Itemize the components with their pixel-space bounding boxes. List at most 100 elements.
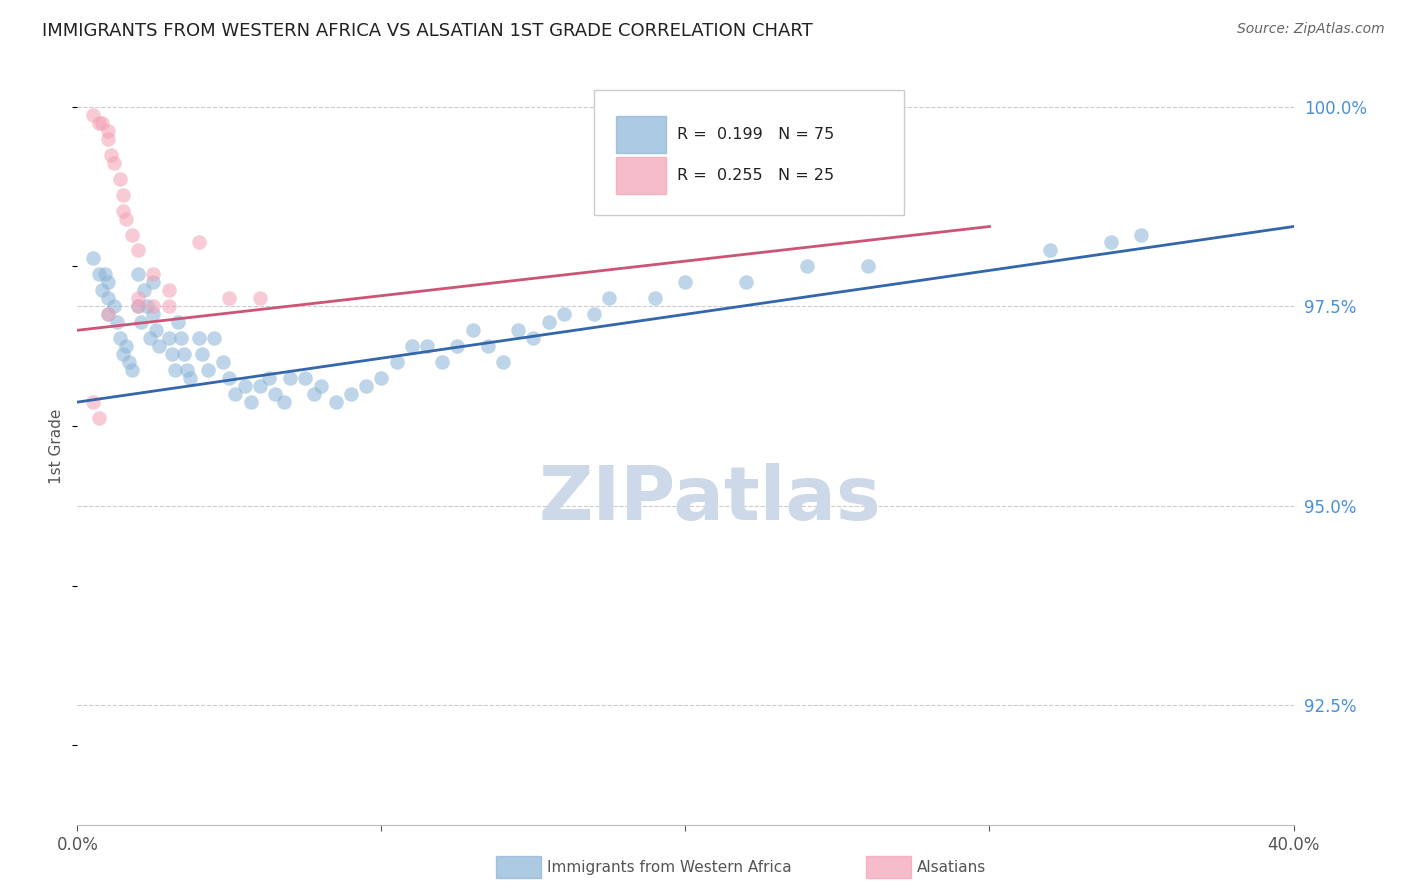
Point bbox=[129, 315, 152, 329]
Point bbox=[735, 276, 758, 290]
Point bbox=[90, 116, 112, 130]
Point bbox=[354, 379, 377, 393]
Point bbox=[273, 395, 295, 409]
Point bbox=[675, 276, 697, 290]
Point bbox=[90, 284, 112, 298]
Point bbox=[93, 268, 115, 282]
Point bbox=[127, 268, 149, 282]
Point bbox=[416, 339, 439, 353]
Point bbox=[553, 307, 575, 321]
Point bbox=[82, 108, 104, 122]
Point bbox=[87, 268, 110, 282]
Point bbox=[134, 284, 156, 298]
Point bbox=[1130, 227, 1153, 242]
Point bbox=[136, 299, 159, 313]
Point bbox=[157, 299, 180, 313]
Point bbox=[796, 260, 818, 274]
Point bbox=[82, 395, 104, 409]
Point bbox=[97, 307, 120, 321]
Point bbox=[118, 355, 141, 369]
Point bbox=[121, 363, 143, 377]
Point bbox=[127, 299, 149, 313]
Point bbox=[522, 331, 544, 345]
Point bbox=[142, 299, 165, 313]
Point bbox=[100, 147, 122, 161]
Point bbox=[325, 395, 347, 409]
Point bbox=[157, 284, 180, 298]
Point bbox=[278, 371, 301, 385]
Point bbox=[309, 379, 332, 393]
Point bbox=[218, 371, 240, 385]
Point bbox=[170, 331, 193, 345]
Point bbox=[145, 323, 167, 337]
Point bbox=[340, 387, 363, 401]
Point bbox=[179, 371, 201, 385]
Point bbox=[87, 411, 110, 425]
Point bbox=[856, 260, 879, 274]
Point bbox=[264, 387, 287, 401]
Point bbox=[105, 315, 128, 329]
Point bbox=[173, 347, 195, 361]
Point bbox=[103, 299, 125, 313]
Text: R =  0.199   N = 75: R = 0.199 N = 75 bbox=[676, 127, 834, 142]
Point bbox=[224, 387, 246, 401]
Text: Source: ZipAtlas.com: Source: ZipAtlas.com bbox=[1237, 22, 1385, 37]
Point bbox=[461, 323, 484, 337]
Point bbox=[121, 227, 143, 242]
Point bbox=[212, 355, 235, 369]
Point bbox=[97, 132, 120, 146]
Point bbox=[401, 339, 423, 353]
Point bbox=[142, 307, 165, 321]
Point bbox=[127, 244, 149, 258]
Point bbox=[583, 307, 606, 321]
Point bbox=[191, 347, 214, 361]
Point bbox=[97, 276, 120, 290]
Point bbox=[188, 235, 211, 250]
Point bbox=[127, 299, 149, 313]
Point bbox=[249, 291, 271, 305]
Point bbox=[233, 379, 256, 393]
Point bbox=[111, 187, 134, 202]
Point bbox=[188, 331, 211, 345]
Point bbox=[163, 363, 186, 377]
Point bbox=[218, 291, 240, 305]
Point bbox=[385, 355, 408, 369]
Text: IMMIGRANTS FROM WESTERN AFRICA VS ALSATIAN 1ST GRADE CORRELATION CHART: IMMIGRANTS FROM WESTERN AFRICA VS ALSATI… bbox=[42, 22, 813, 40]
Point bbox=[142, 268, 165, 282]
Text: ZIPatlas: ZIPatlas bbox=[538, 463, 882, 535]
Point bbox=[294, 371, 316, 385]
Point bbox=[108, 171, 131, 186]
Point bbox=[115, 211, 138, 226]
Point bbox=[82, 252, 104, 266]
FancyBboxPatch shape bbox=[616, 116, 666, 153]
Point bbox=[537, 315, 560, 329]
Point bbox=[257, 371, 280, 385]
Point bbox=[1099, 235, 1122, 250]
Point bbox=[127, 291, 149, 305]
Point bbox=[202, 331, 225, 345]
Text: Alsatians: Alsatians bbox=[917, 860, 986, 874]
Point bbox=[160, 347, 183, 361]
Point bbox=[115, 339, 138, 353]
FancyBboxPatch shape bbox=[595, 89, 904, 215]
Point bbox=[148, 339, 170, 353]
Point bbox=[157, 331, 180, 345]
Point bbox=[477, 339, 499, 353]
Point bbox=[108, 331, 131, 345]
Point bbox=[97, 291, 120, 305]
Point bbox=[103, 155, 125, 169]
Point bbox=[249, 379, 271, 393]
Point bbox=[97, 307, 120, 321]
Point bbox=[644, 291, 666, 305]
Point bbox=[304, 387, 326, 401]
Point bbox=[197, 363, 219, 377]
Point bbox=[430, 355, 453, 369]
Point bbox=[87, 116, 110, 130]
Point bbox=[176, 363, 198, 377]
Point bbox=[508, 323, 530, 337]
FancyBboxPatch shape bbox=[616, 157, 666, 194]
Point bbox=[97, 124, 120, 138]
Text: R =  0.255   N = 25: R = 0.255 N = 25 bbox=[676, 168, 834, 183]
Point bbox=[446, 339, 468, 353]
Point bbox=[142, 276, 165, 290]
